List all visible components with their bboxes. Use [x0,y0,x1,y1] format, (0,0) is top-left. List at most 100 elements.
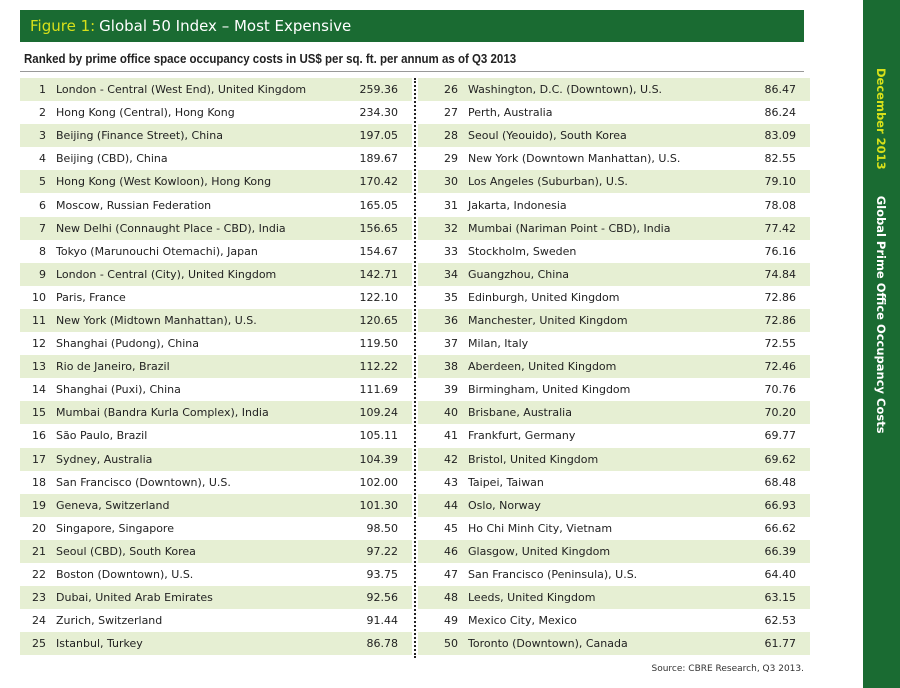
value-cell: 104.39 [359,452,399,466]
table-row: 37 Milan, Italy 72.55 [418,332,810,355]
city-cell: New Delhi (Connaught Place - CBD), India [56,221,286,235]
side-inner: December 2013 Global Prime Office Occupa… [874,68,888,434]
city-cell: London - Central (City), United Kingdom [56,267,277,281]
rank-cell: 18 [32,475,46,489]
table-row: 23 Dubai, United Arab Emirates 92.56 [20,586,412,610]
table-row: 11 New York (Midtown Manhattan), U.S. 120.… [20,308,412,333]
table-row: 44 Oslo, Norway 66.93 [418,493,810,517]
table-row: 33 Stockholm, Sweden 76.16 [418,240,810,263]
city-cell: Bristol, United Kingdom [468,452,599,466]
city-cell: London - Central (West End), United King… [56,83,307,97]
rank-cell: 29 [444,152,458,166]
rank-cell: 5 [39,175,46,189]
value-cell: 119.50 [359,337,399,351]
table-row: 36 Manchester, United Kingdom 72.86 [418,308,810,333]
value-cell: 86.47 [764,83,797,97]
city-cell: Edinburgh, United Kingdom [468,290,620,304]
city-cell: New York (Downtown Manhattan), U.S. [468,152,681,166]
city-cell: Manchester, United Kingdom [468,313,628,327]
city-cell: San Francisco (Downtown), U.S. [56,475,231,489]
city-cell: Jakarta, Indonesia [468,198,567,212]
city-cell: Rio de Janeiro, Brazil [56,360,170,374]
rank-cell: 48 [444,591,458,605]
value-cell: 66.93 [764,498,797,512]
table-row: 12 Shanghai (Pudong), China 119.50 [20,332,412,355]
table-row: 17 Sydney, Australia 104.39 [20,447,412,471]
table-row: 13 Rio de Janeiro, Brazil 112.22 [20,355,412,379]
value-cell: 259.36 [359,83,399,97]
city-cell: Mumbai (Bandra Kurla Complex), India [56,406,269,420]
value-cell: 72.86 [764,290,797,304]
value-cell: 78.08 [764,198,797,212]
figure-title: Global 50 Index – Most Expensive [99,17,352,35]
table-row: 45 Ho Chi Minh City, Vietnam 66.62 [418,517,810,540]
city-cell: Oslo, Norway [468,498,541,512]
table-row: 4 Beijing (CBD), China 189.67 [20,147,412,170]
value-cell: 142.71 [359,267,399,281]
rank-cell: 33 [444,244,458,258]
value-cell: 189.67 [359,152,399,166]
value-cell: 165.05 [359,198,399,212]
value-cell: 64.40 [764,568,797,582]
table-row: 2 Hong Kong (Central), Hong Kong 234.30 [20,101,412,124]
table-row: 8 Tokyo (Marunouchi Otemachi), Japan 154.6… [20,240,412,263]
value-cell: 93.75 [366,568,399,582]
value-cell: 76.16 [764,244,797,258]
city-cell: Perth, Australia [468,106,553,120]
value-cell: 83.09 [764,129,797,143]
table-row: 35 Edinburgh, United Kingdom 72.86 [418,286,810,309]
value-cell: 69.77 [764,429,797,443]
value-cell: 69.62 [764,452,797,466]
rank-cell: 22 [32,568,46,582]
rank-cell: 13 [32,360,46,374]
rank-cell: 4 [39,152,46,166]
city-cell: Washington, D.C. (Downtown), U.S. [468,83,663,97]
report-date: December 2013 [874,68,888,170]
table-row: 42 Bristol, United Kingdom 69.62 [418,447,810,471]
table-row: 21 Seoul (CBD), South Korea 97.22 [20,539,412,563]
rank-cell: 24 [32,614,46,628]
city-cell: Moscow, Russian Federation [56,198,212,212]
rank-cell: 49 [444,614,458,628]
table-row: 5 Hong Kong (West Kowloon), Hong Kong 170.… [20,170,412,194]
value-cell: 111.69 [359,383,399,397]
rank-cell: 47 [444,568,458,582]
city-cell: Taipei, Taiwan [468,475,544,489]
value-cell: 112.22 [359,360,399,374]
rank-cell: 45 [444,521,458,535]
rank-cell: 26 [444,83,458,97]
table-row: 19 Geneva, Switzerland 101.30 [20,493,412,517]
rank-cell: 23 [32,591,46,605]
rank-cell: 17 [32,452,46,466]
table-row: 43 Taipei, Taiwan 68.48 [418,471,810,494]
table-row: 34 Guangzhou, China 74.84 [418,262,810,286]
city-cell: Tokyo (Marunouchi Otemachi), Japan [56,244,258,258]
value-cell: 82.55 [764,152,797,166]
rank-cell: 39 [444,383,458,397]
city-cell: Ho Chi Minh City, Vietnam [468,521,613,535]
value-cell: 70.20 [764,406,797,420]
table-row: 10 Paris, France 122.10 [20,286,412,309]
value-cell: 101.30 [359,498,399,512]
rank-cell: 10 [32,290,46,304]
table-row: 1 London - Central (West End), United Kin… [20,78,412,102]
rank-cell: 38 [444,360,458,374]
city-cell: Toronto (Downtown), Canada [468,637,628,651]
rank-cell: 16 [32,429,46,443]
rank-cell: 27 [444,106,458,120]
rank-cell: 19 [32,498,46,512]
rank-cell: 14 [32,383,46,397]
column-divider [414,78,416,658]
city-cell: Aberdeen, United Kingdom [468,360,617,374]
rank-cell: 9 [39,267,46,281]
table-row: 30 Los Angeles (Suburban), U.S. 79.10 [418,170,810,194]
value-cell: 61.77 [764,637,797,651]
city-cell: Shanghai (Puxi), China [56,383,181,397]
rank-cell: 42 [444,452,458,466]
table-row: 24 Zurich, Switzerland 91.44 [20,609,412,632]
rank-cell: 35 [444,290,458,304]
table-row: 50 Toronto (Downtown), Canada 61.77 [418,632,810,656]
table-row: 29 New York (Downtown Manhattan), U.S. 82.… [418,147,810,170]
value-cell: 97.22 [366,544,399,558]
rank-cell: 44 [444,498,458,512]
